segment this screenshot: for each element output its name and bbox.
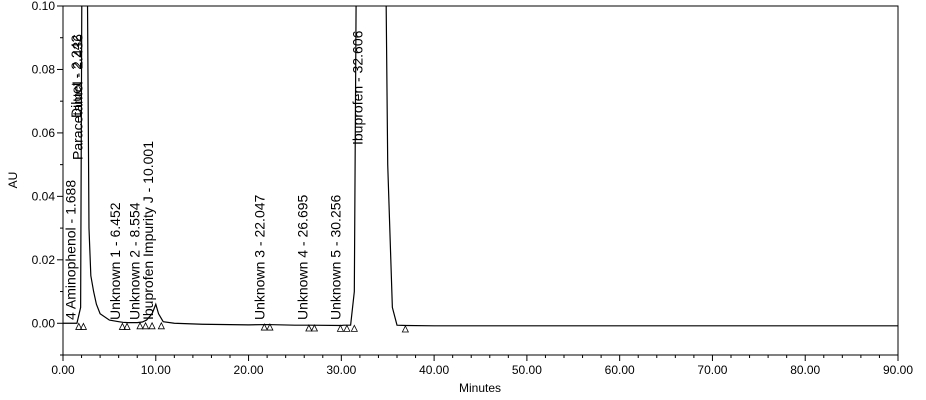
x-tick-label: 90.00 [883, 363, 913, 377]
x-tick-label: 60.00 [605, 363, 635, 377]
x-tick-label: 40.00 [419, 363, 449, 377]
x-tick-label: 30.00 [326, 363, 356, 377]
peak-label: Unknown 2 - 8.554 [126, 202, 142, 320]
peak-mark [350, 324, 358, 332]
peak-mark [148, 321, 156, 330]
peak-label: 4 Aminophenol - 1.688 [63, 180, 79, 320]
peak-mark [343, 324, 351, 332]
peak-mark [305, 324, 313, 332]
peak-mark [310, 324, 319, 332]
y-tick-label: 0.02 [32, 253, 56, 267]
peak-mark [401, 325, 409, 333]
y-tick-label: 0.00 [32, 316, 56, 330]
peak-label: Diluet - 2.242 [68, 35, 84, 118]
y-tick-label: 0.04 [32, 189, 56, 203]
peak-mark [79, 322, 88, 330]
x-axis-label: Minutes [459, 381, 501, 395]
x-tick-label: 10.00 [141, 363, 171, 377]
peak-mark [141, 321, 150, 330]
peak-mark [266, 323, 274, 331]
y-tick-label: 0.10 [32, 0, 56, 13]
peak-label: Ibuprofen - 32.606 [350, 30, 366, 145]
plot-frame [62, 5, 899, 356]
plot-area [63, 6, 898, 327]
y-tick-label: 0.08 [32, 62, 56, 76]
peak-mark [157, 321, 165, 330]
trace-line [63, 6, 898, 327]
peak-label: Unknown 3 - 22.047 [252, 194, 268, 320]
x-tick-label: 50.00 [512, 363, 542, 377]
x-tick-label: 20.00 [234, 363, 264, 377]
peak-mark [336, 324, 345, 332]
x-tick-label: 80.00 [790, 363, 820, 377]
x-tick-label: 70.00 [697, 363, 727, 377]
peak-mark [75, 322, 83, 330]
peak-mark [136, 321, 144, 330]
peak-label: Paracetamol - 2.436 [70, 34, 86, 160]
peak-label: Ibuprofen Impurity J - 10.001 [140, 141, 156, 320]
peak-mark [260, 323, 268, 331]
peak-label: Unknown 1 - 6.452 [107, 202, 123, 320]
peak-label: Unknown 4 - 26.695 [295, 194, 311, 320]
peak-label: Unknown 5 - 30.256 [328, 194, 344, 320]
peak-mark [118, 322, 127, 330]
y-tick-label: 0.06 [32, 126, 56, 140]
peak-mark [123, 322, 131, 330]
y-axis-label: AU [6, 172, 20, 189]
x-tick-label: 0.00 [51, 363, 75, 377]
